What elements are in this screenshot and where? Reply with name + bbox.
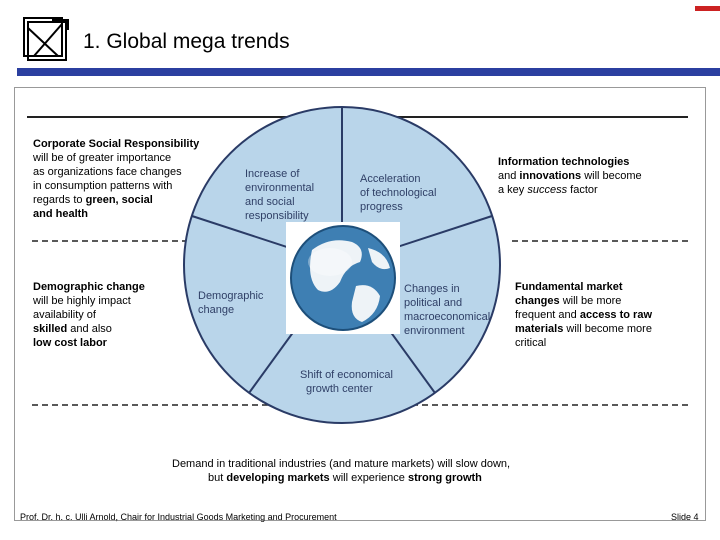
seg-tech-l2: of technological	[360, 187, 436, 199]
demographic-line-3: skilled and also	[33, 322, 193, 336]
seg-grow-l1: Shift of economical	[300, 369, 393, 381]
market-line-2-bold: changes	[515, 295, 560, 307]
seg-demo-l2: change	[198, 304, 234, 316]
it-line-2-bold: innovations	[519, 170, 582, 182]
it-line-3: a key success factor	[498, 183, 698, 197]
content-frame	[14, 87, 706, 521]
seg-pol-l2: political and	[404, 297, 462, 309]
seg-tech-l1: Acceleration	[360, 173, 421, 185]
demographic-line-1: will be highly impact	[33, 295, 131, 307]
demographic-line-3-bold: skilled	[33, 323, 68, 335]
it-line-2-post: will become	[581, 170, 642, 182]
segment-label-political: Changes in political and macroeconomical…	[404, 283, 493, 337]
csr-line-2: as organizations face changes	[33, 166, 182, 178]
segment-label-environment: Increase of environmental and social res…	[245, 168, 317, 222]
demographic-text-block: Demographic change will be highly impact…	[33, 280, 193, 350]
market-line-5: critical	[515, 337, 547, 349]
it-line-2: and innovations will become	[498, 169, 698, 183]
seg-grow-l2: growth center	[306, 383, 373, 395]
market-line-4: materials will become more	[515, 322, 695, 336]
bottom-line-2-bold-1: developing markets	[226, 472, 330, 484]
bottom-text-block: Demand in traditional industries (and ma…	[172, 457, 572, 485]
slide-number: Slide 4	[671, 512, 699, 522]
footer-credit: Prof. Dr. h. c. Ulli Arnold, Chair for I…	[20, 512, 337, 522]
it-heading: Information technologies	[498, 156, 630, 168]
seg-pol-l4: environment	[404, 325, 465, 337]
csr-line-1: will be of greater importance	[33, 152, 172, 164]
csr-line-5: and health	[33, 208, 89, 220]
seg-env-l2: environmental	[245, 182, 314, 194]
market-line-1: Fundamental market	[515, 281, 623, 293]
market-line-3: frequent and access to raw	[515, 308, 695, 322]
seg-tech-l3: progress	[360, 201, 403, 213]
demographic-line-4: low cost labor	[33, 337, 107, 349]
seg-env-l3: and social	[245, 196, 295, 208]
csr-line-4: regards to green, social	[33, 193, 233, 207]
page-title: 1. Global mega trends	[83, 30, 290, 53]
market-text-block: Fundamental market changes will be more …	[515, 280, 695, 350]
seg-pol-l1: Changes in	[404, 283, 460, 295]
market-line-4-bold: materials	[515, 323, 564, 335]
seg-pol-l3: macroeconomical	[404, 311, 490, 323]
market-line-4-post: will become more	[563, 323, 652, 335]
csr-line-4-pre: regards to	[33, 194, 86, 206]
accent-red-bar	[695, 6, 720, 11]
title-underline-bar	[17, 68, 720, 76]
market-line-3-pre: frequent and	[515, 309, 580, 321]
it-line-3-post: factor	[567, 184, 598, 196]
demographic-heading: Demographic change	[33, 281, 145, 293]
csr-heading: Corporate Social Responsibility	[33, 138, 200, 150]
seg-env-l4: responsibility	[245, 210, 309, 222]
seg-demo-l1: Demographic	[198, 290, 264, 302]
it-line-3-pre: a key	[498, 184, 528, 196]
bottom-line-2: but developing markets will experience s…	[172, 471, 572, 485]
it-line-2-pre: and	[498, 170, 520, 182]
market-line-2: changes will be more	[515, 294, 695, 308]
segment-label-demographic: Demographic change	[198, 290, 266, 316]
globe-icon	[286, 222, 400, 334]
segment-label-growth: Shift of economical growth center	[300, 369, 396, 395]
csr-text-block: Corporate Social Responsibility will be …	[33, 137, 233, 221]
segment-label-technology: Acceleration of technological progress	[360, 173, 440, 213]
logo-icon	[23, 17, 69, 61]
bottom-line-2-bold-2: strong growth	[407, 472, 482, 484]
demographic-line-3-post: and also	[67, 323, 112, 335]
bottom-line-1: Demand in traditional industries (and ma…	[172, 458, 511, 470]
csr-line-4-bold: green, social	[85, 194, 153, 206]
bottom-line-2-mid: will experience	[329, 472, 408, 484]
market-line-3-bold: access to raw	[579, 309, 652, 321]
it-text-block: Information technologies and innovations…	[498, 155, 698, 197]
csr-line-3: in consumption patterns with	[33, 180, 173, 192]
market-line-2-post: will be more	[559, 295, 622, 307]
seg-env-l1: Increase of	[245, 168, 300, 180]
demographic-line-2: availability of	[33, 309, 96, 321]
bottom-line-2-pre: but	[208, 472, 227, 484]
it-line-3-italic: success	[527, 184, 568, 196]
